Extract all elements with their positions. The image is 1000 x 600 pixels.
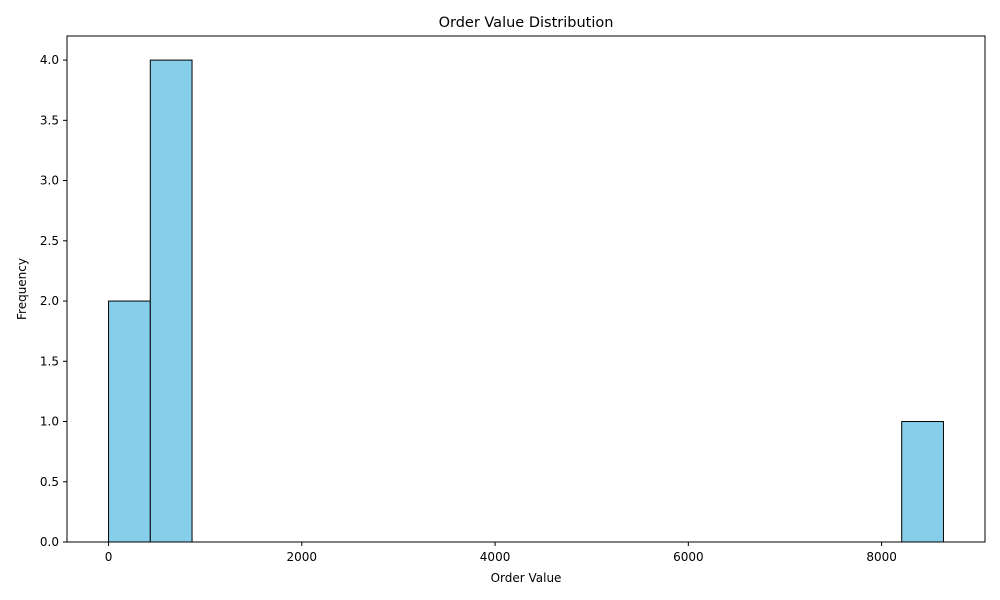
histogram-bar-2	[901, 421, 944, 543]
y-tick-label-4: 2.0	[40, 294, 59, 308]
y-tick-label-6: 3.0	[40, 174, 59, 188]
chart-title: Order Value Distribution	[439, 15, 614, 31]
histogram-bar-1	[149, 59, 193, 543]
plot-frame	[66, 35, 986, 543]
y-tick-label-2: 1.0	[40, 415, 59, 429]
y-tick-label-1: 0.5	[40, 475, 59, 489]
histogram-bar-0	[108, 300, 151, 543]
x-axis-label: Order Value	[491, 571, 562, 585]
x-tick-label-4: 8000	[866, 550, 897, 564]
x-axis-ticks: 0 2000 4000 6000 8000	[105, 542, 897, 564]
y-tick-label-0: 0.0	[40, 535, 59, 549]
y-tick-label-5: 2.5	[40, 234, 59, 248]
y-tick-label-3: 1.5	[40, 354, 59, 368]
y-axis-ticks: 0.0 0.5 1.0 1.5 2.0 2.5 3.0 3.5 4.0	[40, 53, 67, 549]
y-axis-label: Frequency	[15, 258, 29, 320]
x-tick-label-3: 6000	[673, 550, 704, 564]
x-tick-label-2: 4000	[480, 550, 511, 564]
y-tick-label-7: 3.5	[40, 113, 59, 127]
y-tick-label-8: 4.0	[40, 53, 59, 67]
bars-layer	[108, 59, 944, 543]
x-tick-label-1: 2000	[287, 550, 318, 564]
x-tick-label-0: 0	[105, 550, 113, 564]
